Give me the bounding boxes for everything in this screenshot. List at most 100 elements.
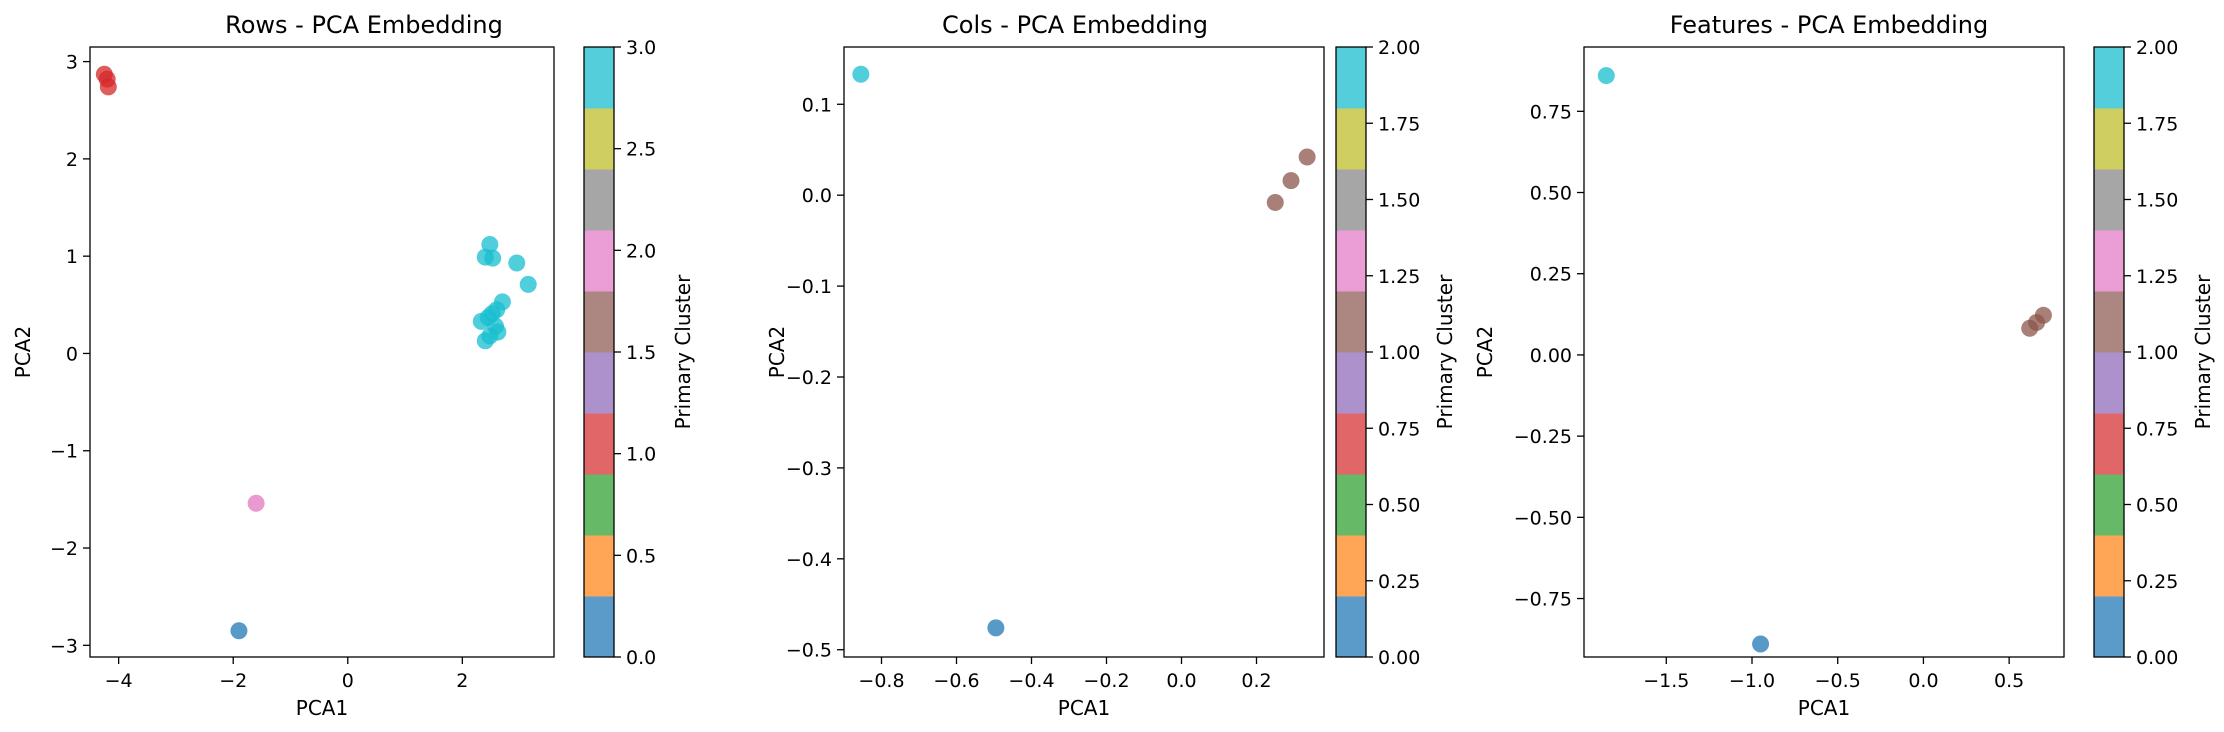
y-tick-label: 2 — [66, 149, 78, 171]
data-point-2 — [1752, 635, 1770, 653]
axes-frame — [89, 46, 555, 658]
colorbar-band — [1336, 413, 1366, 475]
data-point-9 — [508, 254, 526, 272]
colorbar-tick-label: 0.0 — [626, 647, 656, 669]
colorbar-tick-label: 1.75 — [1378, 113, 1420, 135]
colorbar: 0.0 0.5 1.0 1.5 2.0 2.5 3.0 Primary Cluster — [583, 37, 695, 669]
y-tick-label: −0.1 — [786, 276, 832, 298]
x-tick-label: 0.5 — [1994, 670, 2024, 692]
data-point-3 — [1298, 148, 1316, 166]
colorbar-tick-label: 1.25 — [2136, 266, 2178, 288]
colorbar-band — [2094, 108, 2124, 170]
y-tick-label: 0.75 — [1530, 101, 1572, 123]
data-point-4 — [1282, 172, 1300, 190]
colorbar-band — [584, 291, 614, 353]
x-tick-label: −2 — [219, 670, 247, 692]
colorbar-band — [2094, 474, 2124, 536]
chart-panel-1: Rows - PCA Embedding −4 −2 0 2 −3 −2 −1 0 1 2 3 PCA1… — [11, 11, 695, 720]
y-tick-label: −3 — [50, 635, 78, 657]
y-axis-label: PCA2 — [11, 326, 35, 378]
colorbar-band — [584, 169, 614, 231]
colorbar-band — [1336, 169, 1366, 231]
colorbar-band — [584, 474, 614, 536]
x-tick-label: 0.0 — [1908, 670, 1938, 692]
chart-title: Cols - PCA Embedding — [942, 11, 1208, 39]
y-axis-label: PCA2 — [1473, 326, 1497, 378]
x-tick-label: −0.5 — [1815, 670, 1861, 692]
y-tick-label: 0.00 — [1530, 345, 1572, 367]
data-point-1 — [852, 65, 870, 83]
colorbar-tick-label: 1.00 — [1378, 342, 1420, 364]
colorbar-band — [1336, 596, 1366, 658]
colorbar-band — [2094, 47, 2124, 109]
y-tick-label: 0.25 — [1530, 264, 1572, 286]
colorbar-band — [2094, 596, 2124, 658]
colorbar-band — [584, 535, 614, 597]
colorbar-band — [584, 596, 614, 658]
data-point-10 — [519, 275, 537, 293]
colorbar-label: Primary Cluster — [1433, 274, 1457, 429]
colorbar-band — [584, 108, 614, 170]
colorbar-band — [1336, 47, 1366, 109]
colorbar-band — [584, 230, 614, 292]
colorbar-tick-label: 0.50 — [2136, 495, 2178, 517]
data-point-2 — [987, 619, 1005, 637]
y-tick-label: −0.75 — [1514, 589, 1572, 611]
colorbar-tick-label: 2.0 — [626, 240, 656, 262]
colorbar-band — [1336, 535, 1366, 597]
y-tick-label: −2 — [50, 538, 78, 560]
colorbar-band — [584, 47, 614, 109]
scatter-points — [95, 65, 537, 640]
chart-panel-3: Features - PCA Embedding−1.5 −1.0 −0.5 0.0 0… — [1473, 11, 2215, 720]
colorbar-band — [584, 352, 614, 414]
chart-title: Rows - PCA Embedding — [225, 11, 503, 39]
y-axis-label: PCA2 — [765, 326, 789, 378]
colorbar-tick-label: 0.00 — [1378, 647, 1420, 669]
y-tick-label: −0.3 — [786, 458, 832, 480]
colorbar-band — [584, 413, 614, 475]
colorbar-tick-label: 1.50 — [1378, 190, 1420, 212]
colorbar-band — [2094, 169, 2124, 231]
y-tick-label: −0.50 — [1514, 507, 1572, 529]
colorbar: 0.00 0.25 0.50 0.75 1.00 1.25 1.50 1.75 2.00 Prim… — [1335, 37, 1457, 669]
axes-frame — [1583, 46, 2065, 658]
y-tick-label: 0.1 — [802, 94, 832, 116]
colorbar-band — [1336, 230, 1366, 292]
data-point-19 — [476, 332, 494, 350]
colorbar-tick-label: 1.75 — [2136, 113, 2178, 135]
y-tick-label: −0.4 — [786, 549, 832, 571]
y-tick-label: −1 — [50, 441, 78, 463]
scatter-points — [1597, 67, 2052, 653]
data-point-5 — [2034, 306, 2052, 324]
colorbar-tick-label: 0.5 — [626, 545, 656, 567]
y-tick-label: −0.5 — [786, 640, 832, 662]
colorbar-band — [1336, 108, 1366, 170]
colorbar-tick-label: 1.0 — [626, 444, 656, 466]
colorbar-tick-label: 0.25 — [1378, 571, 1420, 593]
x-tick-label: −1.5 — [1643, 670, 1689, 692]
colorbar-band — [1336, 291, 1366, 353]
colorbar-band — [1336, 474, 1366, 536]
x-tick-label: −0.6 — [933, 670, 979, 692]
colorbar-tick-label: 2.5 — [626, 139, 656, 161]
chart-panel-2: Cols - PCA Embedding−0.8 −0.6 −0.4 −0.2 0.0 0… — [765, 11, 1457, 720]
colorbar-tick-label: 0.00 — [2136, 647, 2178, 669]
data-point-1 — [1597, 67, 1615, 85]
x-tick-label: −0.4 — [1008, 670, 1054, 692]
colorbar-band — [2094, 291, 2124, 353]
x-axis-label: PCA1 — [1058, 696, 1110, 720]
chart-title: Features - PCA Embedding — [1670, 11, 1989, 39]
colorbar-tick-label: 3.0 — [626, 37, 656, 59]
colorbar-tick-label: 1.50 — [2136, 190, 2178, 212]
y-tick-label: 3 — [66, 52, 78, 74]
colorbar-tick-label: 1.5 — [626, 342, 656, 364]
x-tick-label: −0.2 — [1083, 670, 1129, 692]
colorbar-band — [2094, 535, 2124, 597]
colorbar-tick-label: 2.00 — [1378, 37, 1420, 59]
x-tick-label: 2 — [456, 670, 468, 692]
data-point-15 — [472, 312, 490, 330]
colorbar-band — [2094, 413, 2124, 475]
colorbar-tick-label: 1.25 — [1378, 266, 1420, 288]
scatter-points — [852, 65, 1316, 637]
